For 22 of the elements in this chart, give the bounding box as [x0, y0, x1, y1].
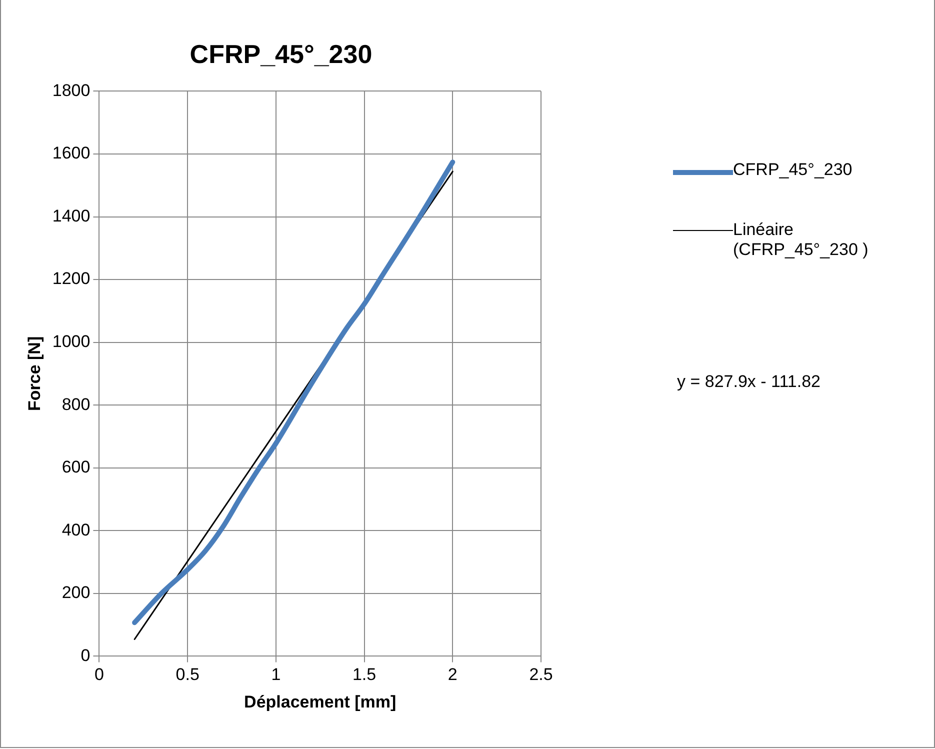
legend-label: Linéaire (CFRP_45°_230 ) — [733, 220, 870, 260]
y-tick-label: 0 — [80, 646, 90, 665]
y-tick-label: 1600 — [52, 144, 90, 163]
y-tick-label: 600 — [62, 458, 90, 477]
x-tick-label: 0 — [94, 665, 104, 684]
legend-label: CFRP_45°_230 — [733, 160, 852, 180]
y-tick-label: 1800 — [52, 80, 90, 100]
y-tick-label: 1400 — [52, 206, 90, 226]
y-tick-label: 200 — [62, 583, 90, 602]
x-tick-label: 2.5 — [529, 665, 553, 684]
x-tick-label: 1.5 — [352, 665, 376, 684]
y-axis-title: Force [N] — [24, 336, 44, 412]
x-axis-title: Déplacement [mm] — [244, 692, 396, 712]
y-tick-label: 1200 — [52, 269, 90, 288]
x-tick-label: 0.5 — [176, 665, 200, 684]
text: y = 827.9x - 111.82 — [677, 372, 820, 392]
y-tick-label: 400 — [62, 520, 90, 540]
chart-title: CFRP_45°_230 — [190, 38, 372, 69]
x-tick-label: 1 — [271, 665, 281, 684]
x-tick-label: 2 — [448, 665, 458, 684]
y-tick-label: 1000 — [52, 332, 90, 351]
y-tick-label: 800 — [62, 394, 90, 414]
